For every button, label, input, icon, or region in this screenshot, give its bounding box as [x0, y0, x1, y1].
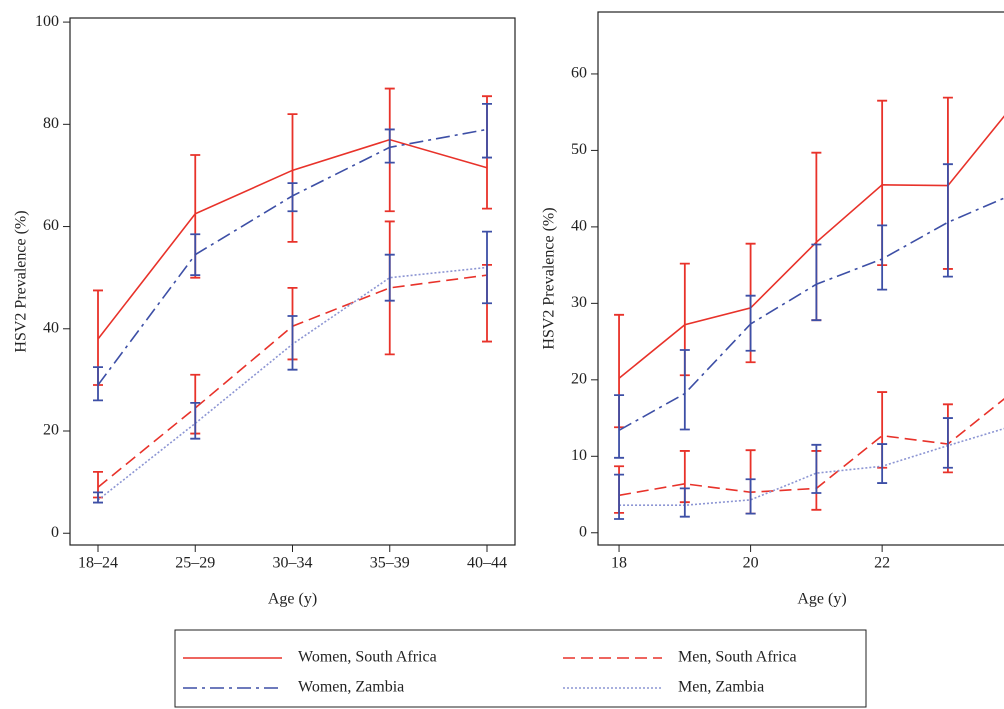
error-bar — [482, 102, 492, 159]
plot-frame — [69, 17, 516, 546]
error-bar — [287, 315, 298, 371]
y-tick-label: 80 — [43, 115, 59, 132]
error-bar — [942, 163, 953, 278]
y-tick-label: 60 — [43, 217, 59, 234]
error-bar — [679, 487, 690, 518]
error-bar — [384, 128, 395, 164]
x-tick-label: 35–39 — [370, 555, 410, 572]
x-tick-label: 22 — [874, 555, 890, 572]
error-bar — [93, 491, 103, 504]
error-bar — [614, 394, 625, 459]
error-bar — [877, 443, 888, 484]
error-bar — [190, 233, 201, 277]
plot-frame — [597, 11, 1004, 546]
y-tick-label: 60 — [571, 65, 587, 82]
y-tick-label: 10 — [571, 447, 587, 464]
error-bar — [942, 417, 953, 469]
x-tick-label: 40–44 — [467, 555, 507, 572]
error-bar — [679, 349, 690, 431]
line-series — [618, 197, 1004, 431]
x-tick-label: 18–24 — [78, 555, 118, 572]
x-tick-label: 18 — [611, 555, 627, 572]
y-tick-label: 0 — [51, 524, 59, 541]
legend-label: Women, Zambia — [298, 679, 404, 696]
legend-label: Women, South Africa — [298, 649, 437, 666]
y-axis-label: HSV2 Prevalence (%) — [541, 207, 558, 349]
x-tick-label: 20 — [743, 555, 759, 572]
line-series — [618, 398, 1004, 497]
legend-box — [174, 629, 867, 708]
error-bar — [190, 401, 201, 440]
y-tick-label: 0 — [579, 523, 587, 540]
error-bar — [877, 224, 888, 291]
y-tick-label: 50 — [571, 141, 587, 158]
error-bar — [614, 473, 625, 520]
x-axis-label: Age (y) — [268, 591, 317, 608]
y-tick-label: 30 — [571, 294, 587, 311]
error-bar — [384, 253, 395, 302]
x-axis-label: Age (y) — [797, 591, 846, 608]
error-bar — [811, 443, 822, 494]
plot-area — [614, 96, 1004, 520]
y-tick-label: 20 — [571, 370, 587, 387]
error-bar — [287, 113, 298, 243]
y-tick-label: 100 — [35, 13, 59, 30]
error-bar — [482, 230, 492, 305]
plot-area — [93, 87, 492, 504]
legend-label: Men, Zambia — [678, 679, 764, 696]
legend-label: Men, South Africa — [678, 649, 797, 666]
y-tick-label: 40 — [571, 218, 587, 235]
error-bar — [287, 182, 298, 213]
y-tick-label: 20 — [43, 422, 59, 439]
error-bar — [745, 294, 756, 352]
line-series — [618, 115, 1004, 379]
y-axis-label: HSV2 Prevalence (%) — [13, 210, 30, 352]
x-tick-label: 25–29 — [175, 555, 215, 572]
error-bar — [93, 366, 103, 402]
y-tick-label: 40 — [43, 319, 59, 336]
error-bar — [811, 243, 822, 322]
x-tick-label: 30–34 — [273, 555, 313, 572]
error-bar — [745, 478, 756, 515]
